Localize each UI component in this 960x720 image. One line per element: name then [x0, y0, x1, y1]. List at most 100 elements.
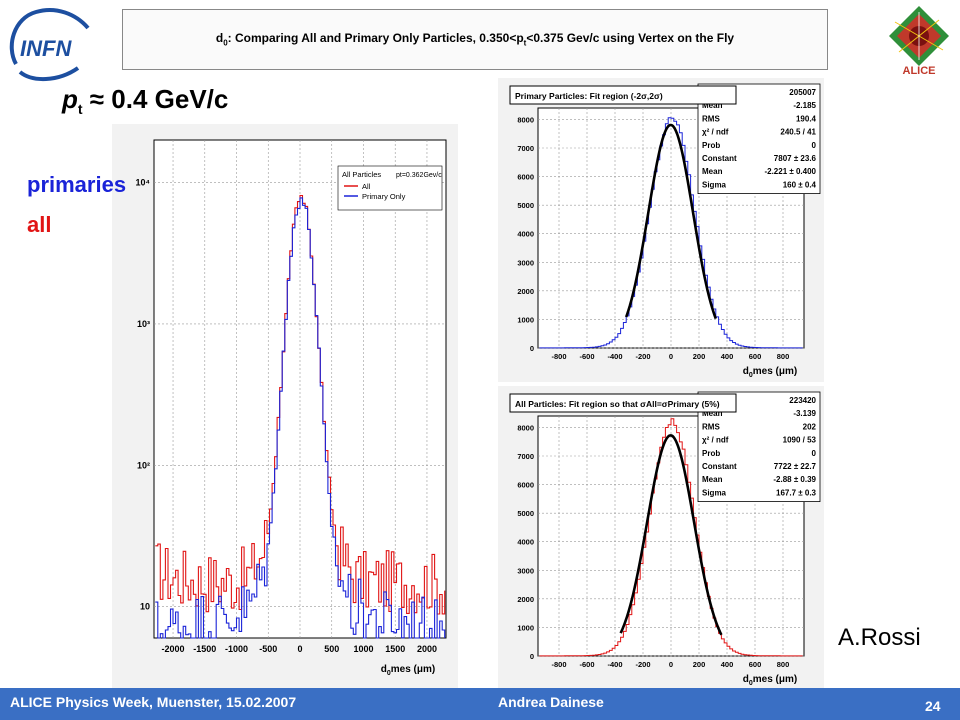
chart-title: All Particles: Fit region so that σAll=σ… [515, 399, 720, 409]
author-label: A.Rossi [838, 624, 921, 651]
footer-bar [0, 688, 960, 720]
y-tick-label: 0 [530, 344, 534, 353]
y-tick-label: 0 [530, 652, 534, 661]
stats-value: 7807 ± 23.6 [774, 154, 817, 163]
stats-label: Mean [702, 101, 723, 110]
x-tick-label: 800 [777, 660, 790, 669]
y-tick-label: 8000 [517, 423, 534, 432]
stats-value: -2.88 ± 0.39 [773, 475, 816, 484]
infn-logo-text: INFN [20, 36, 72, 61]
stats-value: 0 [812, 449, 817, 458]
alice-logo: ALICE [885, 4, 953, 77]
y-tick-label: 10 [140, 602, 150, 612]
y-tick-label: 4000 [517, 230, 534, 239]
stats-label: RMS [702, 114, 720, 123]
histogram-primary [539, 117, 803, 349]
gaussian-fit-curve [624, 123, 718, 320]
stats-label: Prob [702, 141, 720, 150]
y-tick-label: 7000 [517, 144, 534, 153]
x-tick-label: -2000 [162, 644, 185, 654]
y-tick-label: 10² [137, 460, 150, 470]
stats-label: Sigma [702, 180, 727, 189]
alice-logo-text: ALICE [903, 65, 936, 76]
stats-value: 190.4 [796, 114, 817, 123]
y-tick-label: 2000 [517, 595, 534, 604]
stats-value: 7722 ± 22.7 [774, 462, 817, 471]
x-tick-label: 800 [777, 352, 790, 361]
y-tick-label: 2000 [517, 287, 534, 296]
y-tick-label: 8000 [517, 115, 534, 124]
x-tick-label: -200 [635, 660, 650, 669]
stats-label: Mean [702, 475, 723, 484]
x-tick-label: -800 [551, 660, 566, 669]
stats-label: Constant [702, 462, 737, 471]
chart-title-box [509, 85, 737, 105]
series-all [155, 194, 446, 615]
y-tick-label: 5000 [517, 201, 534, 210]
chart-title: Primary Particles: Fit region (-2σ,2σ) [515, 91, 663, 101]
series-primary-only [155, 197, 446, 639]
x-axis-label: d0mes (μm) [743, 674, 797, 687]
x-tick-label: 400 [721, 660, 734, 669]
pt-label: pt ≈ 0.4 GeV/c [62, 84, 277, 124]
chart-title-box [509, 393, 737, 413]
stats-label: Mean [702, 167, 723, 176]
x-tick-label: 200 [693, 352, 706, 361]
x-tick-label: -600 [579, 660, 594, 669]
x-tick-label: 500 [324, 644, 339, 654]
x-tick-label: -500 [259, 644, 277, 654]
primary-fit-chart: -800 -600 -400 -200 0 200 400 600 80001000200030… [498, 78, 824, 382]
legend-entry: Primary Only [362, 192, 406, 201]
stats-label: Sigma [702, 488, 727, 497]
y-tick-label: 1000 [517, 315, 534, 324]
infn-logo: INFN [6, 6, 92, 84]
slide-title-box: d0: Comparing All and Primary Only Parti… [122, 9, 828, 70]
stats-label: RMS [702, 422, 720, 431]
y-tick-label: 6000 [517, 173, 534, 182]
x-tick-label: -1500 [193, 644, 216, 654]
footer-author: Andrea Dainese [498, 694, 604, 710]
stats-value: -2.221 ± 0.400 [764, 167, 816, 176]
x-tick-label: -600 [579, 352, 594, 361]
x-axis-label: d0mes (μm) [381, 664, 435, 677]
y-tick-label: 10⁴ [136, 178, 150, 188]
x-tick-label: 400 [721, 352, 734, 361]
all-label: all [27, 212, 52, 237]
x-tick-label: 2000 [417, 644, 437, 654]
y-tick-label: 3000 [517, 566, 534, 575]
legend-title: All Particles [342, 170, 381, 179]
footer-page-number: 24 [925, 698, 941, 714]
histogram-all [539, 418, 803, 657]
y-tick-label: 3000 [517, 258, 534, 267]
legend-entry: All [362, 182, 371, 191]
stats-value: 0 [812, 141, 817, 150]
stats-label: Prob [702, 449, 720, 458]
stats-value: 202 [803, 422, 817, 431]
x-tick-label: -200 [635, 352, 650, 361]
footer-conference: ALICE Physics Week, Muenster, 15.02.2007 [10, 694, 297, 710]
x-axis-label: d0mes (μm) [743, 366, 797, 379]
stats-value: 205007 [789, 88, 816, 97]
x-tick-label: -400 [607, 660, 622, 669]
stats-value: 160 ± 0.4 [783, 180, 817, 189]
slide-title: d0: Comparing All and Primary Only Parti… [215, 31, 735, 48]
stats-value: 223420 [789, 396, 816, 405]
x-tick-label: 0 [669, 660, 673, 669]
x-tick-label: 1000 [353, 644, 373, 654]
y-tick-label: 4000 [517, 538, 534, 547]
gaussian-fit-curve [619, 434, 723, 636]
primaries-label: primaries [27, 172, 127, 197]
stats-value: 167.7 ± 0.3 [776, 488, 817, 497]
x-tick-label: 600 [749, 660, 762, 669]
legend-box [337, 165, 443, 211]
x-tick-label: -800 [551, 352, 566, 361]
y-tick-label: 6000 [517, 481, 534, 490]
all-fit-chart: -800 -600 -400 -200 0 200 400 600 80001000200030… [498, 386, 824, 690]
stats-label: Constant [702, 154, 737, 163]
y-tick-label: 5000 [517, 509, 534, 518]
stats-label: Mean [702, 409, 723, 418]
stats-value: 1090 / 53 [783, 436, 817, 445]
y-tick-label: 1000 [517, 623, 534, 632]
x-tick-label: 600 [749, 352, 762, 361]
stats-value: -3.139 [793, 409, 816, 418]
